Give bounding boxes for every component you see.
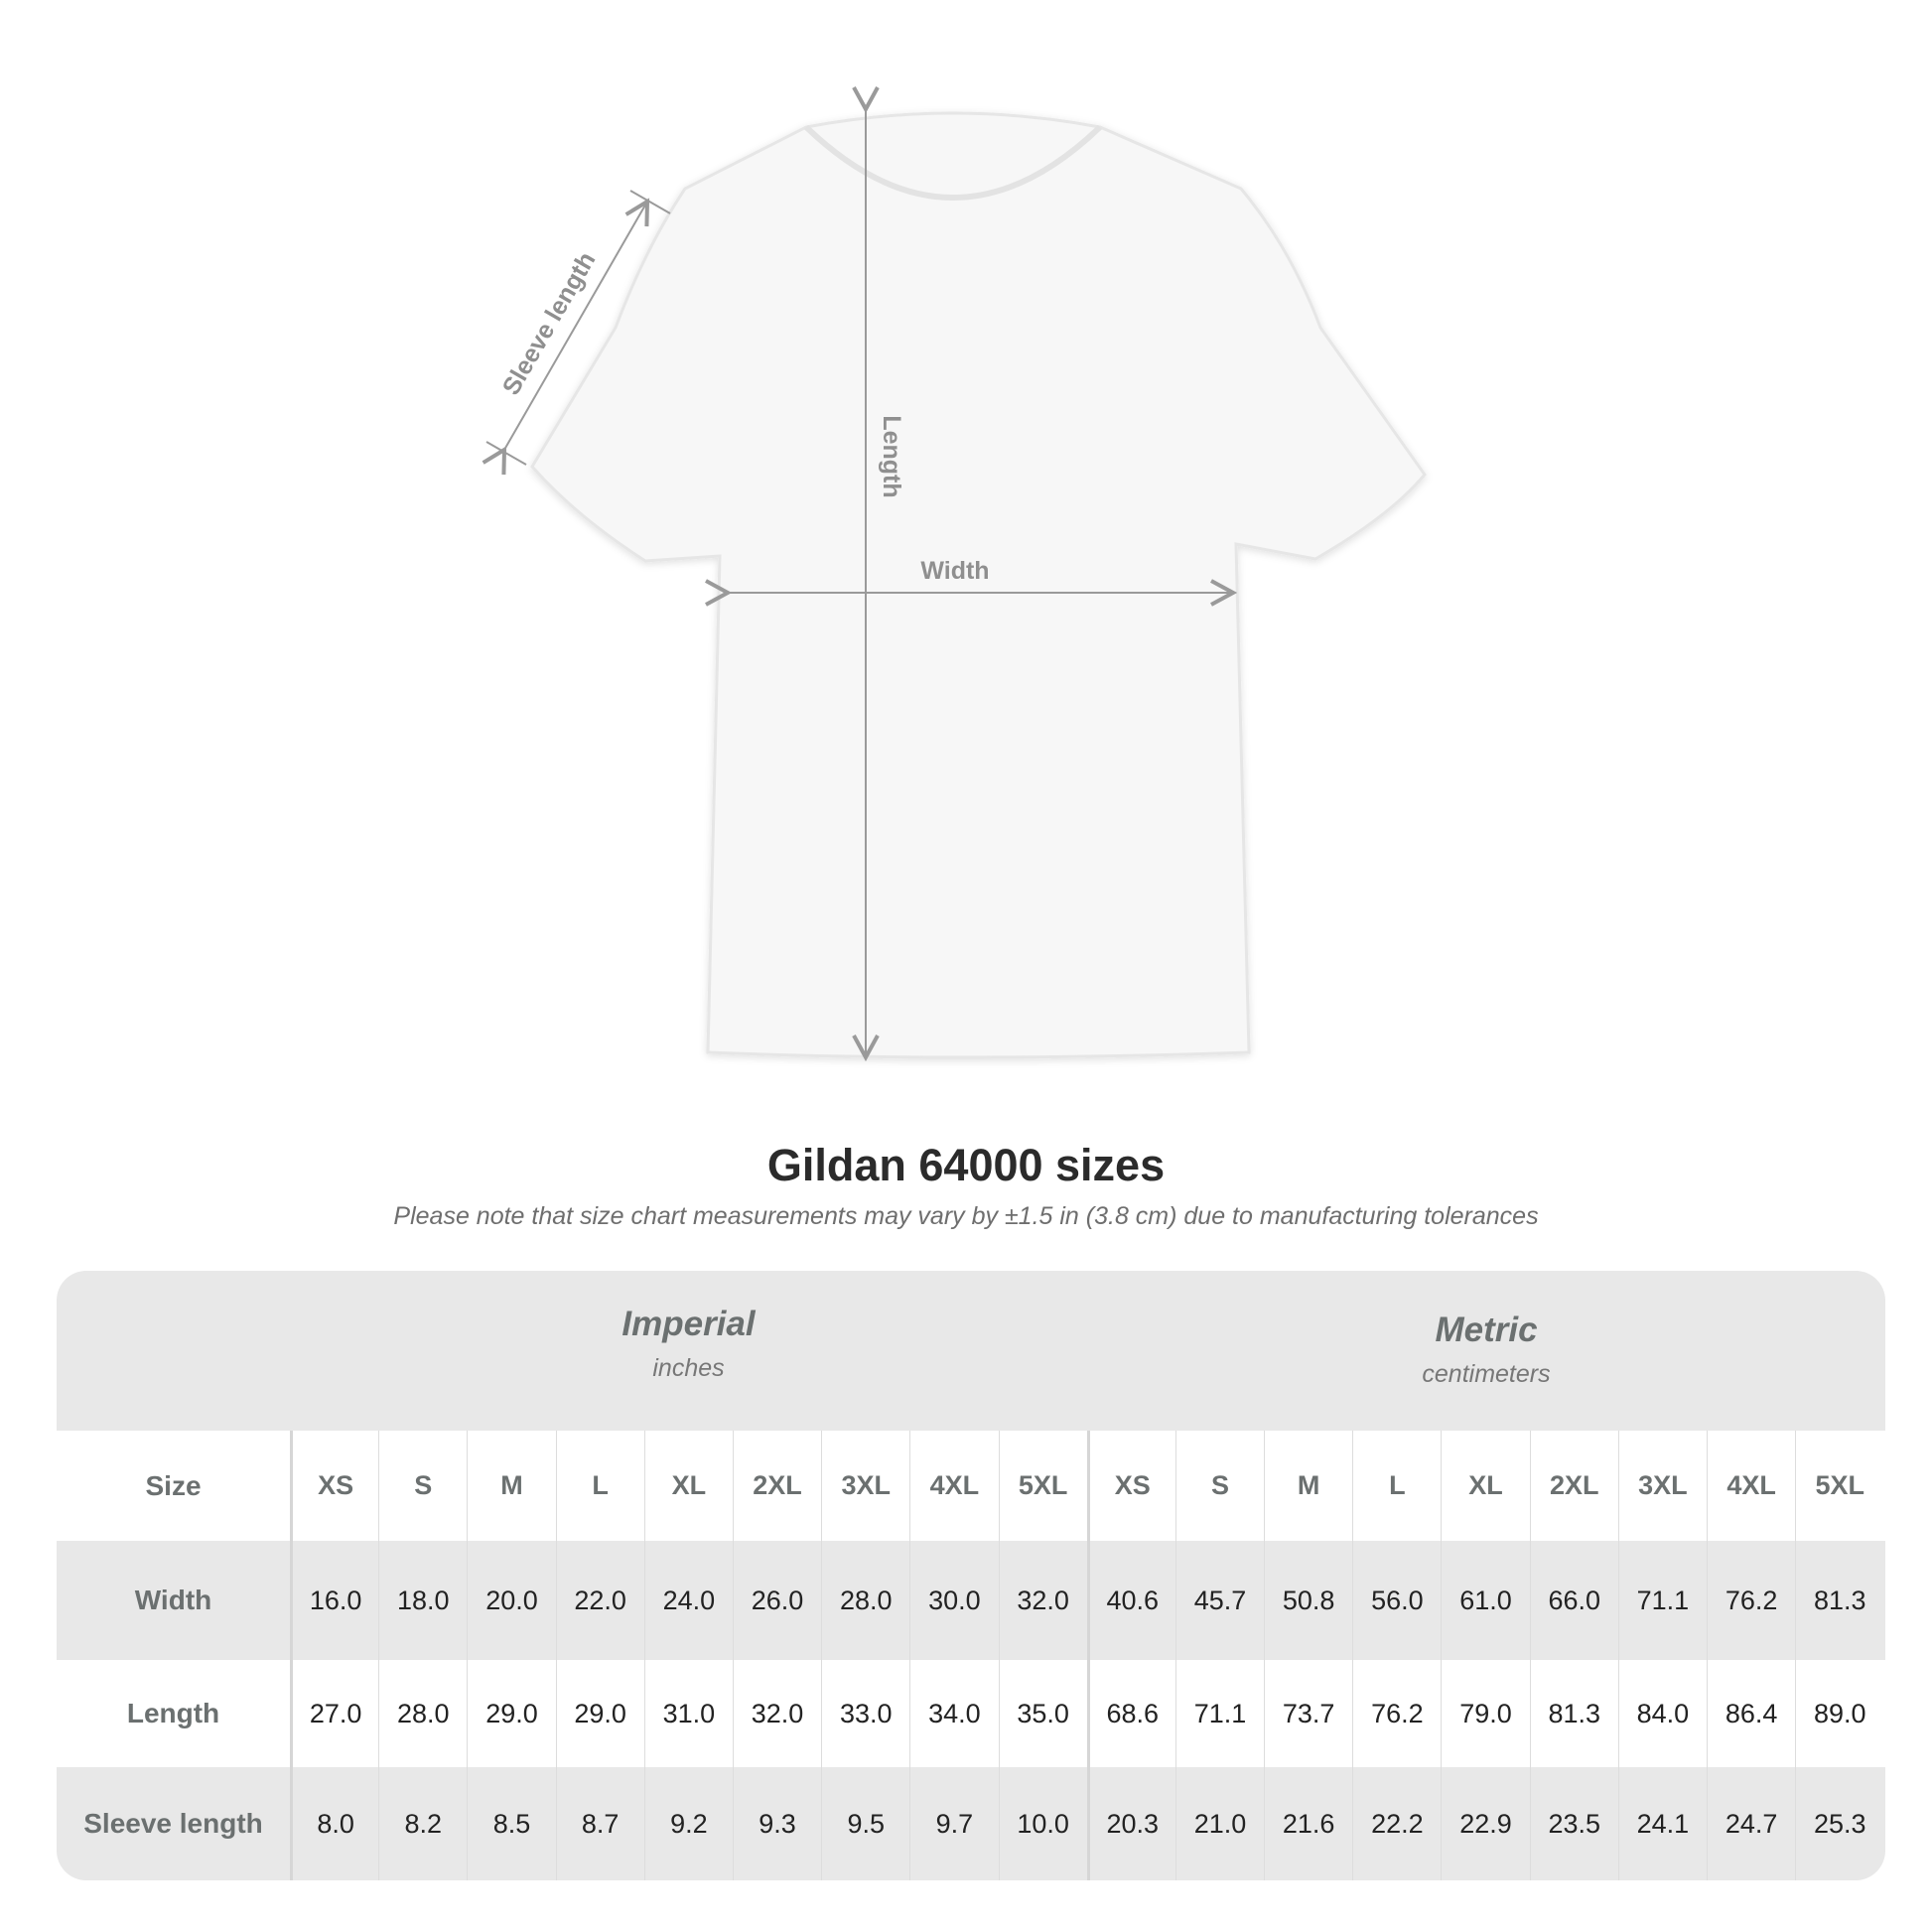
metric-value-cell: 21.6 [1264,1767,1352,1880]
metric-size-s: S [1174,1431,1264,1541]
width-label: Width [920,557,989,585]
metric-value-cell: 40.6 [1086,1541,1175,1660]
imperial-size-5xl: 5XL [998,1431,1087,1541]
metric-value-cell: 20.3 [1086,1767,1175,1880]
imperial-value-cell: 28.0 [821,1541,909,1660]
metric-value-cell: 68.6 [1086,1660,1175,1767]
sleeve-length-arrow [504,202,647,450]
imperial-value-cell: 9.5 [821,1767,909,1880]
imperial-value-cell: 9.3 [732,1767,821,1880]
imperial-value-cell: 10.0 [998,1767,1087,1880]
metric-value-cell: 73.7 [1264,1660,1352,1767]
imperial-size-m: M [467,1431,555,1541]
imperial-value-cell: 8.5 [467,1767,555,1880]
tshirt-body [530,111,1427,1059]
imperial-value-cell: 31.0 [643,1660,733,1767]
imperial-value-cell: 33.0 [821,1660,909,1767]
imperial-unit: inches [652,1354,725,1382]
metric-value-cell: 56.0 [1352,1541,1441,1660]
metric-size-m: M [1264,1431,1352,1541]
length-label: Length [878,415,905,497]
row-label: Width [134,1585,212,1615]
imperial-value-cell: 27.0 [290,1660,378,1767]
page-title: Gildan 64000 sizes [766,1140,1166,1190]
imperial-value-cell: 26.0 [732,1541,821,1660]
imperial-value-cell: 16.0 [290,1541,378,1660]
imperial-size-2xl: 2XL [732,1431,821,1541]
imperial-value-cell: 24.0 [643,1541,733,1660]
metric-size-xl: XL [1441,1431,1529,1541]
imperial-value-cell: 8.0 [290,1767,378,1880]
imperial-value-cell: 35.0 [998,1660,1087,1767]
metric-size-2xl: 2XL [1529,1431,1618,1541]
metric-value-cell: 24.7 [1707,1767,1795,1880]
imperial-size-4xl: 4XL [909,1431,998,1541]
size-header-row: Size XS S M L XL 2XL 3XL 4XL 5XL XS S M L XL 2XL 3XL 4XL 5… [57,1431,1885,1541]
metric-value-cell: 66.0 [1529,1541,1618,1660]
metric-value-cell: 25.3 [1795,1767,1883,1880]
table-row: Sleeve length 8.0 8.2 8.5 8.7 9.2 9.3 9.5 9.7 10.… [57,1767,1885,1880]
metric-value-cell: 22.9 [1441,1767,1529,1880]
metric-size-5xl: 5XL [1795,1431,1883,1541]
metric-value-cell: 45.7 [1174,1541,1264,1660]
size-table: Imperial inches Metric centimeters Size X… [57,1271,1885,1880]
metric-value-cell: 86.4 [1707,1660,1795,1767]
metric-value-cell: 81.3 [1529,1660,1618,1767]
imperial-size-xl: XL [643,1431,733,1541]
table-row: Length 27.0 28.0 29.0 29.0 31.0 32.0 33.0 34.0 35… [57,1660,1885,1767]
imperial-value-cell: 8.7 [555,1767,644,1880]
imperial-value-cell: 28.0 [378,1660,467,1767]
imperial-value-cell: 9.7 [909,1767,998,1880]
metric-value-cell: 76.2 [1352,1660,1441,1767]
metric-label: Metric [1435,1311,1538,1349]
imperial-value-cell: 34.0 [909,1660,998,1767]
imperial-value-cell: 8.2 [378,1767,467,1880]
imperial-size-3xl: 3XL [821,1431,909,1541]
tolerance-note: Please note that size chart measurements… [393,1202,1539,1230]
metric-unit: centimeters [1422,1360,1551,1388]
tshirt-collar [803,124,1103,201]
imperial-value-cell: 32.0 [998,1541,1087,1660]
metric-value-cell: 89.0 [1795,1660,1883,1767]
metric-value-cell: 23.5 [1529,1767,1618,1880]
imperial-value-cell: 32.0 [732,1660,821,1767]
metric-size-xs: XS [1086,1431,1175,1541]
table-row: Width 16.0 18.0 20.0 22.0 24.0 26.0 28.0 30.0 32.… [57,1541,1885,1660]
imperial-size-xs: XS [290,1431,378,1541]
metric-size-3xl: 3XL [1617,1431,1707,1541]
imperial-value-cell: 29.0 [467,1660,555,1767]
size-label: Size [145,1469,202,1501]
metric-value-cell: 24.1 [1617,1767,1707,1880]
imperial-value-cell: 22.0 [555,1541,644,1660]
metric-value-cell: 21.0 [1174,1767,1264,1880]
metric-value-cell: 22.2 [1352,1767,1441,1880]
metric-value-cell: 76.2 [1707,1541,1795,1660]
metric-value-cell: 71.1 [1174,1660,1264,1767]
imperial-value-cell: 20.0 [467,1541,555,1660]
imperial-label: Imperial [621,1305,756,1343]
metric-value-cell: 71.1 [1617,1541,1707,1660]
imperial-value-cell: 29.0 [555,1660,644,1767]
metric-size-l: L [1352,1431,1441,1541]
row-label: Sleeve length [83,1808,263,1839]
row-label: Length [126,1698,220,1728]
imperial-value-cell: 9.2 [643,1767,733,1880]
metric-value-cell: 81.3 [1795,1541,1883,1660]
imperial-size-l: L [555,1431,644,1541]
imperial-value-cell: 18.0 [378,1541,467,1660]
metric-value-cell: 84.0 [1617,1660,1707,1767]
metric-header: Metric centimeters [1087,1271,1885,1470]
imperial-header: Imperial inches [290,1271,1087,1464]
metric-size-4xl: 4XL [1707,1431,1795,1541]
metric-value-cell: 79.0 [1441,1660,1529,1767]
metric-value-cell: 61.0 [1441,1541,1529,1660]
metric-value-cell: 50.8 [1264,1541,1352,1660]
imperial-size-s: S [378,1431,467,1541]
imperial-value-cell: 30.0 [909,1541,998,1660]
tshirt-diagram: Sleeve length Length Width [0,0,1427,1092]
